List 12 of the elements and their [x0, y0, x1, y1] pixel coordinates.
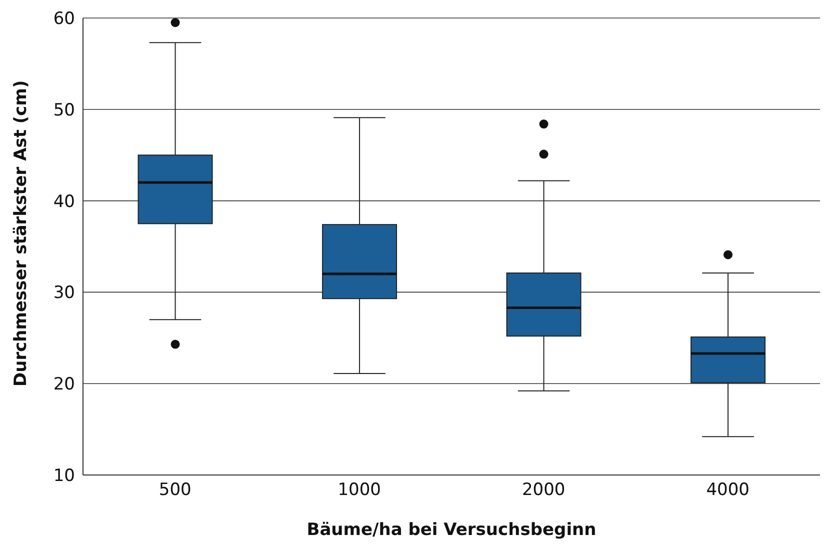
y-tick-label: 20: [53, 374, 75, 395]
y-tick-label: 30: [53, 283, 75, 304]
y-axis-title: Durchmesser stärkster Ast (cm): [11, 80, 32, 386]
y-tick-label: 10: [53, 466, 75, 486]
x-tick-label: 1000: [338, 480, 382, 500]
x-tick-label: 4000: [706, 480, 750, 500]
x-tick-label: 2000: [522, 480, 566, 500]
y-tick-label: 50: [53, 100, 75, 120]
x-tick-label: 500: [158, 480, 192, 500]
y-tick-label: 40: [53, 192, 75, 212]
y-tick-label: 60: [53, 9, 75, 30]
x-axis-title: Bäume/ha bei Versuchsbeginn: [306, 520, 596, 540]
